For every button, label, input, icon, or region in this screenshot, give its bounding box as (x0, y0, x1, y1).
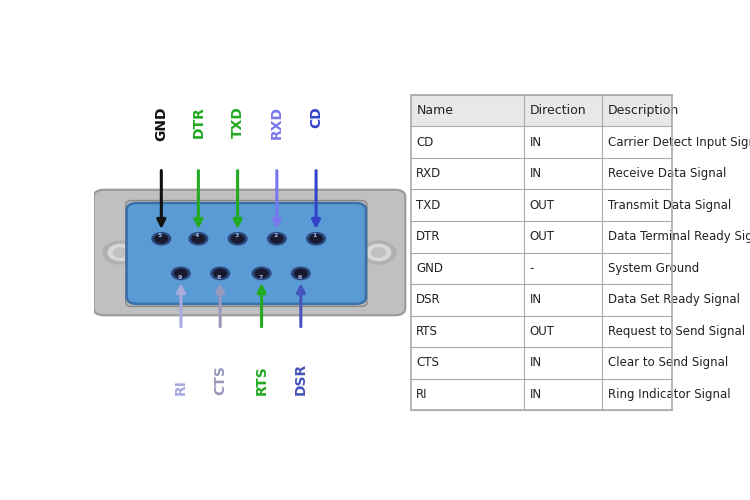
Circle shape (371, 248, 386, 257)
Text: Data Terminal Ready Signal: Data Terminal Ready Signal (608, 230, 750, 243)
Bar (410, 94, 672, 126)
Text: Description: Description (608, 104, 680, 117)
FancyBboxPatch shape (127, 203, 366, 304)
Text: Name: Name (416, 104, 453, 117)
Circle shape (108, 244, 133, 260)
Text: 3: 3 (234, 233, 238, 238)
Circle shape (295, 269, 307, 278)
Text: RTS: RTS (416, 325, 438, 338)
Text: TXD: TXD (230, 106, 244, 138)
Circle shape (175, 269, 188, 278)
Text: RI: RI (174, 379, 188, 395)
Text: 7: 7 (258, 275, 262, 280)
Circle shape (211, 267, 230, 280)
Text: IN: IN (530, 294, 542, 306)
Text: OUT: OUT (530, 230, 555, 243)
Text: Request to Send Signal: Request to Send Signal (608, 325, 746, 338)
Circle shape (307, 232, 326, 245)
Bar (410, 252, 672, 284)
Circle shape (252, 267, 271, 280)
Bar (410, 316, 672, 347)
Text: Data Set Ready Signal: Data Set Ready Signal (608, 294, 740, 306)
Text: IN: IN (530, 356, 542, 370)
Bar (410, 126, 672, 158)
Text: IN: IN (530, 388, 542, 401)
Bar (410, 347, 672, 379)
Text: 9: 9 (178, 275, 182, 280)
Text: CD: CD (309, 106, 323, 128)
Text: GND: GND (154, 106, 168, 140)
Text: OUT: OUT (530, 198, 555, 211)
Text: 5: 5 (158, 233, 162, 238)
Text: 1: 1 (313, 233, 317, 238)
Circle shape (268, 232, 286, 245)
Text: 4: 4 (195, 233, 200, 238)
Circle shape (192, 234, 205, 243)
Bar (410, 284, 672, 316)
Text: IN: IN (530, 167, 542, 180)
Circle shape (366, 244, 391, 260)
Circle shape (292, 267, 310, 280)
Circle shape (255, 269, 268, 278)
Text: RXD: RXD (416, 167, 442, 180)
Text: RXD: RXD (270, 106, 284, 139)
Bar (410, 94, 672, 410)
Circle shape (231, 234, 244, 243)
Text: Direction: Direction (530, 104, 586, 117)
Text: GND: GND (416, 262, 443, 275)
Text: 8: 8 (217, 275, 221, 280)
Text: CD: CD (416, 136, 434, 148)
Text: IN: IN (530, 136, 542, 148)
Text: Clear to Send Signal: Clear to Send Signal (608, 356, 728, 370)
Text: 2: 2 (273, 233, 278, 238)
Circle shape (189, 232, 208, 245)
Bar (410, 379, 672, 410)
Text: TXD: TXD (416, 198, 441, 211)
Bar (410, 158, 672, 190)
Circle shape (310, 234, 322, 243)
Text: DSR: DSR (294, 362, 307, 395)
Circle shape (152, 232, 170, 245)
Text: 6: 6 (297, 275, 302, 280)
Text: DTR: DTR (416, 230, 441, 243)
Text: Receive Data Signal: Receive Data Signal (608, 167, 727, 180)
Circle shape (103, 241, 138, 264)
Text: RI: RI (416, 388, 428, 401)
Bar (410, 221, 672, 252)
FancyBboxPatch shape (126, 200, 367, 306)
Circle shape (155, 234, 168, 243)
Text: OUT: OUT (530, 325, 555, 338)
Text: CTS: CTS (213, 365, 227, 395)
Text: RTS: RTS (254, 365, 268, 395)
Text: DSR: DSR (416, 294, 441, 306)
Circle shape (113, 248, 128, 257)
Text: DTR: DTR (191, 106, 206, 138)
Text: CTS: CTS (416, 356, 440, 370)
Bar (410, 190, 672, 221)
Circle shape (362, 241, 396, 264)
Circle shape (228, 232, 247, 245)
Text: Carrier Detect Input Signal: Carrier Detect Input Signal (608, 136, 750, 148)
Circle shape (214, 269, 226, 278)
Circle shape (172, 267, 190, 280)
Text: System Ground: System Ground (608, 262, 700, 275)
Text: -: - (530, 262, 534, 275)
Text: Transmit Data Signal: Transmit Data Signal (608, 198, 731, 211)
FancyBboxPatch shape (94, 190, 405, 316)
Text: Ring Indicator Signal: Ring Indicator Signal (608, 388, 730, 401)
Circle shape (271, 234, 284, 243)
FancyBboxPatch shape (127, 203, 366, 304)
